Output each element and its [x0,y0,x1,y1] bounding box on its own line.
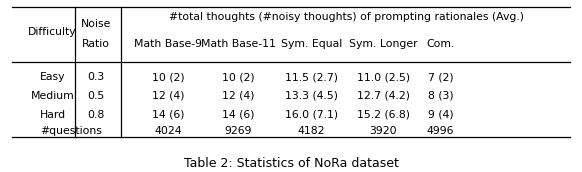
Text: 12.7 (4.2): 12.7 (4.2) [357,91,410,101]
Text: Noise: Noise [81,19,111,29]
Text: Sym. Longer: Sym. Longer [349,39,418,49]
Text: 7 (2): 7 (2) [428,72,453,82]
Text: Difficulty: Difficulty [29,27,77,37]
Text: 4182: 4182 [298,126,325,136]
Text: 10 (2): 10 (2) [152,72,184,82]
Text: #questions: #questions [41,126,102,136]
Text: Table 2: Statistics of NoRa dataset: Table 2: Statistics of NoRa dataset [183,157,399,170]
Text: Easy: Easy [40,72,65,82]
Text: Medium: Medium [31,91,74,101]
Text: 12 (4): 12 (4) [222,91,255,101]
Text: 9 (4): 9 (4) [428,110,453,120]
Text: 13.3 (4.5): 13.3 (4.5) [285,91,338,101]
Text: Com.: Com. [426,39,455,49]
Text: 4996: 4996 [427,126,454,136]
Text: 9269: 9269 [225,126,252,136]
Text: 15.2 (6.8): 15.2 (6.8) [357,110,410,120]
Text: 10 (2): 10 (2) [222,72,255,82]
Text: 12 (4): 12 (4) [152,91,184,101]
Text: #total thoughts (#noisy thoughts) of prompting rationales (Avg.): #total thoughts (#noisy thoughts) of pro… [169,12,524,22]
Text: Math Base-11: Math Base-11 [201,39,276,49]
Text: 16.0 (7.1): 16.0 (7.1) [285,110,338,120]
Text: Ratio: Ratio [82,39,110,49]
Text: Sym. Equal: Sym. Equal [281,39,342,49]
Text: 0.8: 0.8 [87,110,105,120]
Text: Math Base-9: Math Base-9 [134,39,203,49]
Text: 8 (3): 8 (3) [428,91,453,101]
Text: 11.5 (2.7): 11.5 (2.7) [285,72,338,82]
Text: 4024: 4024 [155,126,182,136]
Text: 0.5: 0.5 [87,91,105,101]
Text: 3920: 3920 [370,126,397,136]
Text: 14 (6): 14 (6) [152,110,184,120]
Text: 11.0 (2.5): 11.0 (2.5) [357,72,410,82]
Text: 0.3: 0.3 [87,72,105,82]
Text: Hard: Hard [40,110,66,120]
Text: 14 (6): 14 (6) [222,110,255,120]
